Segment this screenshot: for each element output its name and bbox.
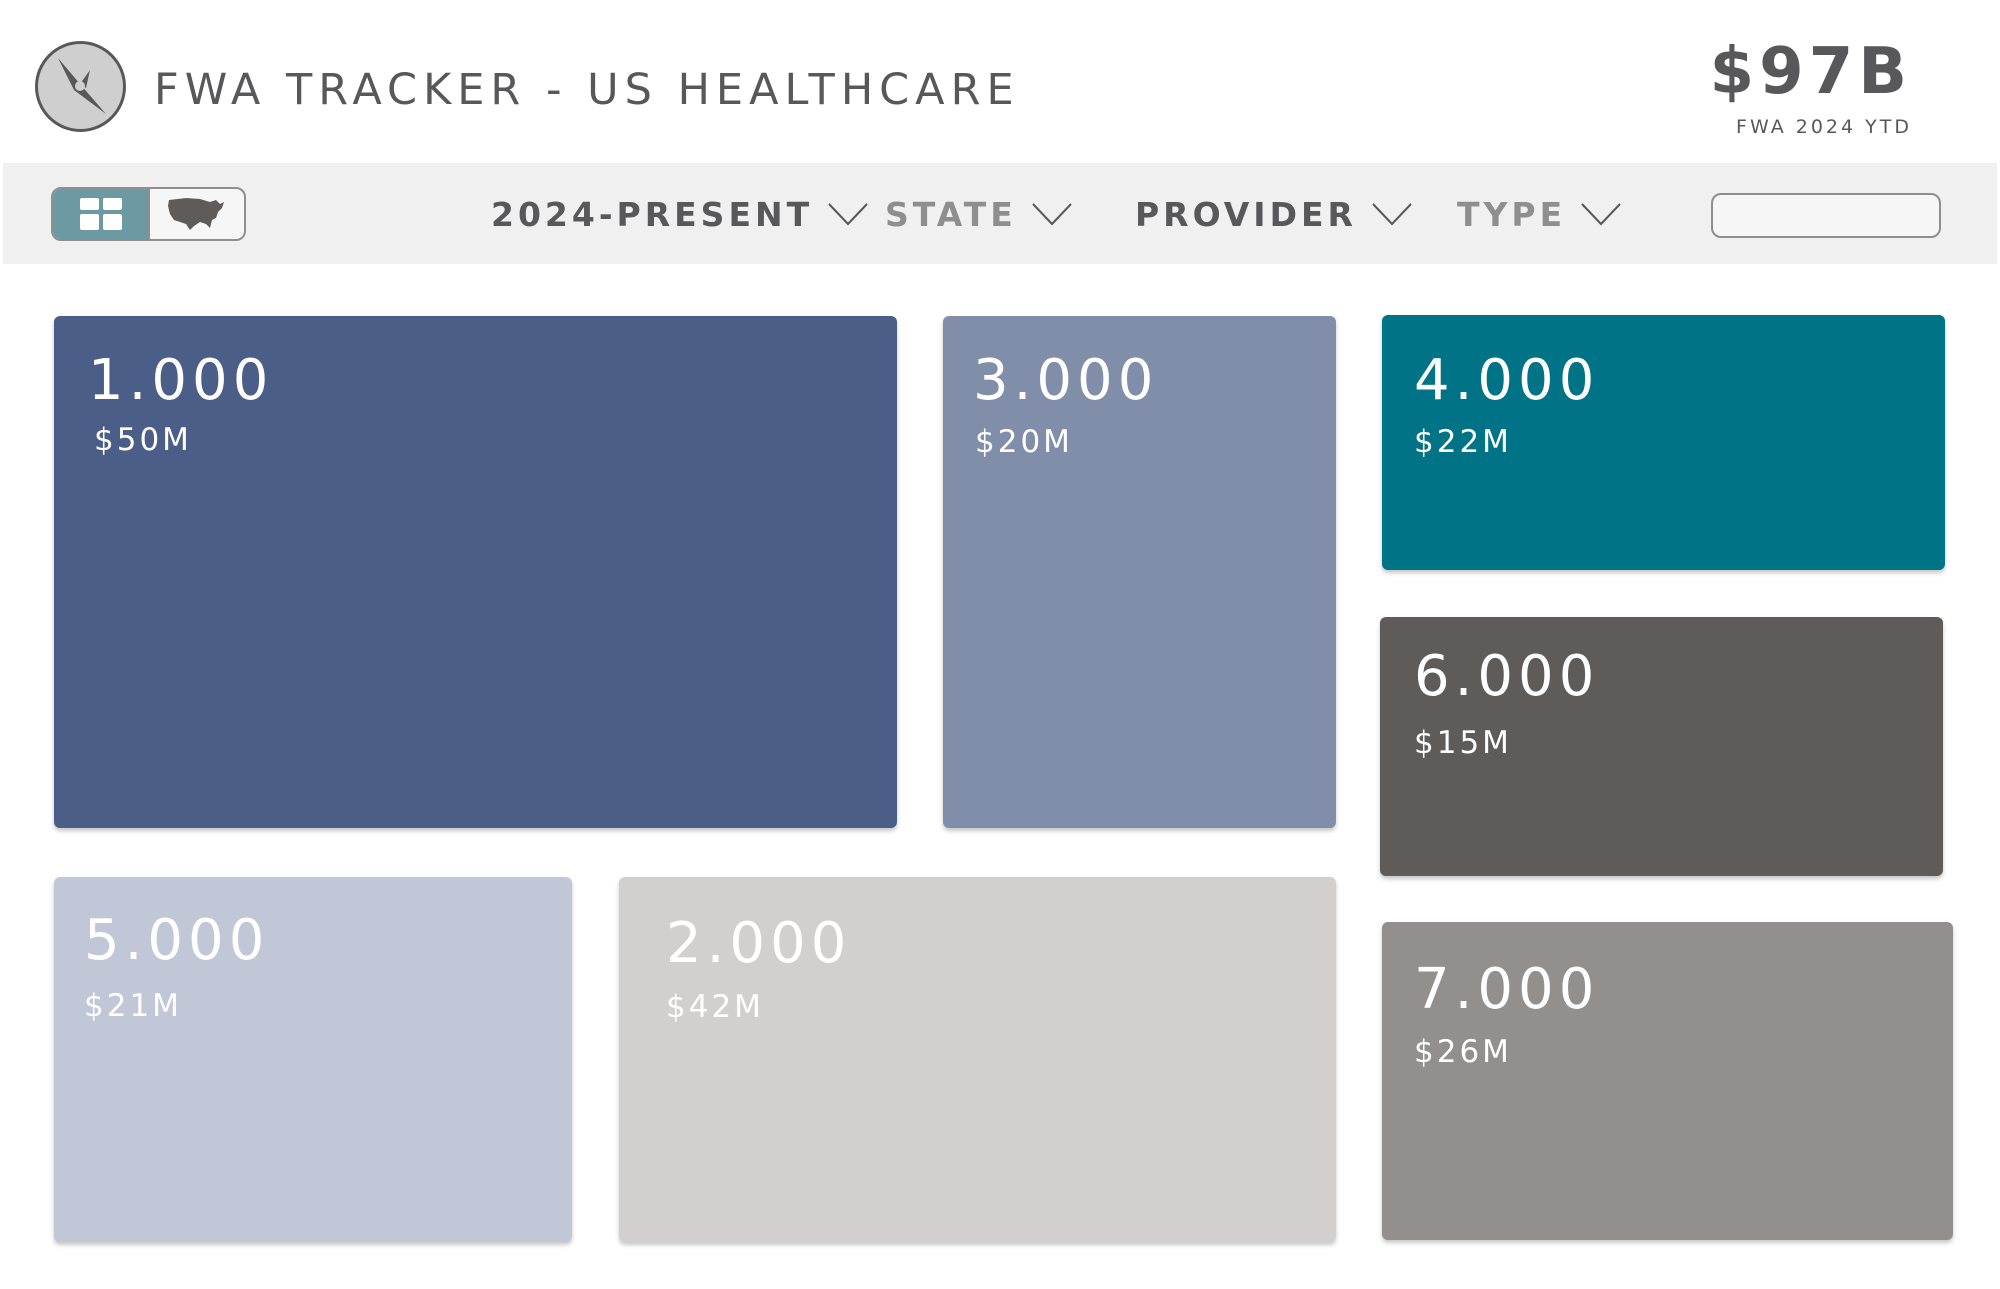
tile-amount: $15M <box>1414 725 1512 761</box>
filter-type-label: TYPE <box>1457 194 1567 234</box>
filter-date-label: 2024-PRESENT <box>491 194 814 234</box>
chevron-down-icon <box>1032 203 1072 226</box>
tile-count: 6.000 <box>1414 644 1600 709</box>
tile-1000[interactable]: 1.000 $50M <box>54 316 897 828</box>
tile-amount: $50M <box>94 422 192 458</box>
tile-5000[interactable]: 5.000 $21M <box>54 877 572 1242</box>
tile-2000[interactable]: 2.000 $42M <box>619 877 1336 1242</box>
page-title: FWA TRACKER - US HEALTHCARE <box>154 65 1020 115</box>
filter-state[interactable]: STATE <box>885 194 1073 234</box>
tile-4000[interactable]: 4.000 $22M <box>1382 315 1945 570</box>
kpi-label: FWA 2024 YTD <box>1736 116 1912 138</box>
chevron-down-icon <box>1372 203 1412 226</box>
map-view-button[interactable] <box>148 189 244 239</box>
logo <box>34 40 127 133</box>
filter-state-label: STATE <box>885 194 1017 234</box>
tile-6000[interactable]: 6.000 $15M <box>1380 617 1943 876</box>
tile-amount: $22M <box>1414 424 1512 460</box>
filter-toolbar: 2024-PRESENT STATE PROVIDER TYPE <box>3 163 1997 264</box>
compass-icon <box>35 41 126 132</box>
filter-provider[interactable]: PROVIDER <box>1135 194 1413 234</box>
tile-count: 5.000 <box>84 908 270 973</box>
tile-amount: $21M <box>84 988 182 1024</box>
chevron-down-icon <box>1581 203 1621 226</box>
tile-count: 1.000 <box>88 348 274 413</box>
filter-provider-label: PROVIDER <box>1135 194 1357 234</box>
grid-icon <box>79 198 122 230</box>
tile-count: 3.000 <box>973 348 1159 413</box>
view-toggle <box>51 187 246 241</box>
filter-date[interactable]: 2024-PRESENT <box>491 194 869 234</box>
kpi-summary: $97B FWA 2024 YTD <box>1710 32 1912 138</box>
search-box <box>1711 193 1962 238</box>
tile-count: 2.000 <box>666 911 852 976</box>
tile-count: 4.000 <box>1414 348 1600 413</box>
tile-7000[interactable]: 7.000 $26M <box>1382 922 1953 1240</box>
us-map-icon <box>168 198 224 230</box>
kpi-value: $97B <box>1709 35 1912 109</box>
chevron-down-icon <box>828 203 868 226</box>
search-input[interactable] <box>1733 194 1962 237</box>
tile-count: 7.000 <box>1414 957 1600 1022</box>
tile-amount: $26M <box>1414 1034 1512 1070</box>
tile-amount: $42M <box>666 989 764 1025</box>
tile-amount: $20M <box>975 424 1073 460</box>
grid-view-button[interactable] <box>53 189 148 239</box>
tile-3000[interactable]: 3.000 $20M <box>943 316 1336 828</box>
filter-type[interactable]: TYPE <box>1457 194 1622 234</box>
